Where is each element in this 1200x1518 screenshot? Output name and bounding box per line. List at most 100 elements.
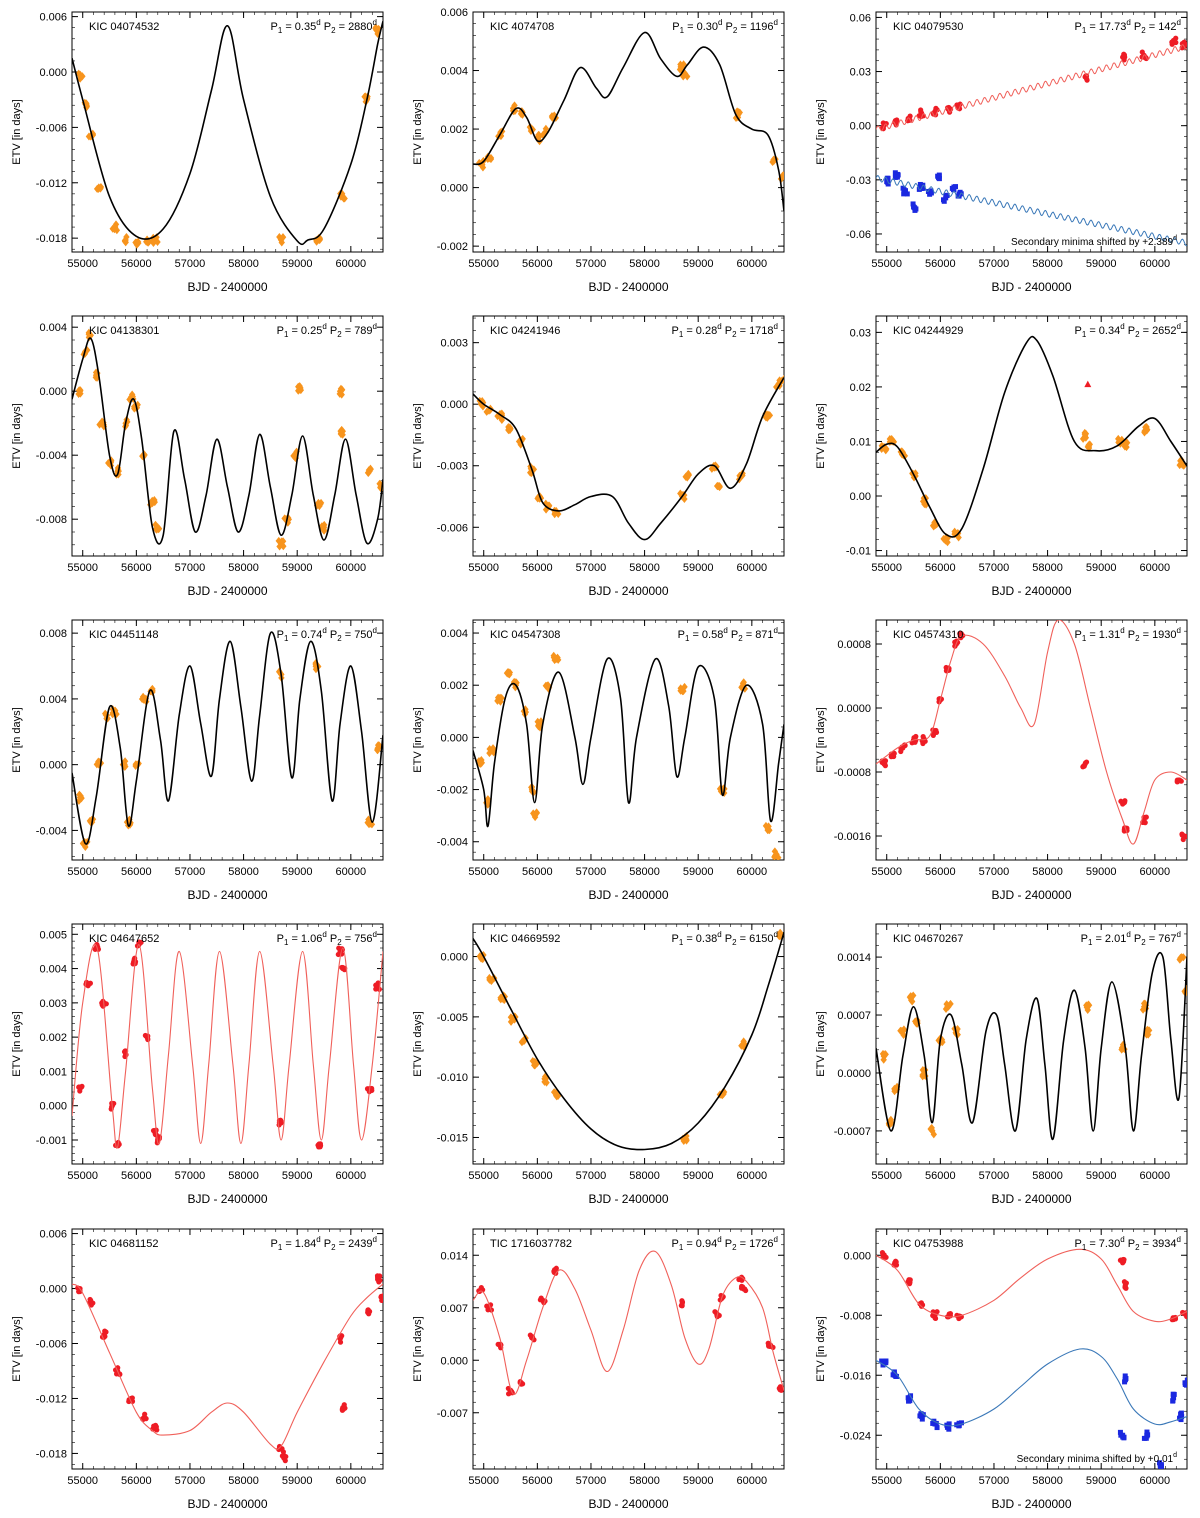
data-point: [942, 1005, 950, 1014]
data-point: [134, 400, 141, 409]
plot-area: [473, 1250, 784, 1397]
x-tick-label: 57000: [979, 562, 1010, 574]
data-point: [904, 191, 910, 197]
data-point: [153, 525, 160, 534]
data-point: [533, 809, 541, 818]
x-tick-label: 60000: [737, 258, 768, 270]
data-point: [490, 745, 497, 754]
plot-area: [876, 35, 1187, 247]
x-tick-label: 56000: [121, 1170, 152, 1182]
data-point: [1121, 51, 1127, 57]
x-tick-label: 60000: [1140, 258, 1171, 270]
y-tick-label: -0.006: [36, 122, 67, 134]
data-point: [279, 233, 287, 242]
data-point: [914, 1016, 921, 1025]
data-point: [553, 1092, 560, 1101]
x-tick-label: 58000: [1032, 1170, 1063, 1182]
data-point: [1121, 1279, 1128, 1285]
data-point: [88, 1302, 94, 1308]
x-tick-label: 58000: [228, 1475, 259, 1487]
x-tick-label: 58000: [1032, 258, 1063, 270]
x-tick-label: 60000: [737, 866, 768, 878]
data-point: [280, 542, 287, 551]
period-label: P1​ = 0.74d​ P2​ = 750d​: [277, 626, 377, 643]
data-point: [93, 373, 101, 382]
data-point: [900, 1030, 907, 1039]
y-tick-label: 0.0000: [837, 703, 871, 715]
data-point: [956, 1422, 962, 1428]
data-point: [957, 630, 963, 637]
data-point: [379, 1297, 383, 1304]
data-point: [555, 510, 562, 519]
x-tick-label: 59000: [1086, 1170, 1117, 1182]
x-tick-label: 56000: [522, 562, 553, 574]
data-point: [911, 204, 917, 210]
y-tick-label: -0.06: [846, 229, 871, 241]
plot-area: [473, 375, 784, 541]
x-axis-label: BJD - 2400000: [187, 1192, 267, 1206]
y-tick-label: -0.015: [437, 1132, 468, 1144]
x-axis-label: BJD - 2400000: [588, 888, 668, 902]
data-point: [934, 1309, 940, 1315]
data-point: [934, 1425, 940, 1431]
x-tick-label: 58000: [629, 1170, 660, 1182]
x-tick-label: 57000: [979, 866, 1010, 878]
plot-frame: [71, 619, 384, 861]
x-tick-label: 59000: [282, 866, 313, 878]
data-point: [898, 1026, 906, 1035]
x-tick-label: 57000: [175, 866, 206, 878]
plot-frame: [472, 923, 785, 1165]
data-point: [534, 717, 541, 726]
y-tick-label: 0.014: [440, 1250, 468, 1262]
data-point: [485, 153, 492, 162]
plot-area: [72, 939, 383, 1150]
data-point: [887, 1115, 895, 1124]
data-point: [132, 955, 138, 961]
data-point: [1085, 441, 1092, 450]
data-point: [376, 479, 383, 488]
data-point: [143, 1416, 149, 1422]
data-point: [681, 682, 688, 691]
data-point: [1143, 814, 1149, 820]
data-point: [921, 500, 928, 509]
data-point: [317, 498, 325, 507]
period-label: P1​ = 0.94d​ P2​ = 1726d​: [671, 1235, 778, 1252]
panel: 55000 56000 57000 58000 59000 60000 0.03 0.02 0.…: [815, 315, 1188, 598]
y-tick-label: 0.006: [39, 1229, 67, 1241]
data-point: [1182, 1380, 1187, 1386]
y-tick-label: 0.007: [440, 1303, 468, 1315]
data-point: [680, 687, 687, 696]
data-point: [894, 1373, 900, 1379]
y-tick-label: 0.004: [39, 322, 67, 334]
plot-frame: [71, 315, 384, 557]
data-point: [1178, 1410, 1184, 1416]
data-point: [942, 536, 949, 545]
y-axis-label: ETV [in days]: [412, 1011, 424, 1076]
y-tick-label: -0.012: [36, 1393, 67, 1405]
data-point: [1122, 1373, 1128, 1379]
data-point: [1082, 429, 1090, 438]
x-axis-label: BJD - 2400000: [588, 1192, 668, 1206]
data-point: [154, 238, 161, 247]
period-label: P1​ = 0.38d​ P2​ = 6150d​: [671, 930, 778, 947]
data-point: [142, 1032, 148, 1039]
y-tick-label: 0.006: [39, 12, 67, 24]
y-axis-label: ETV [in days]: [11, 99, 23, 164]
y-tick-label: -0.002: [437, 785, 468, 797]
data-point: [142, 1411, 148, 1417]
plot-area: [473, 651, 784, 860]
target-id: KIC 04547308: [490, 629, 560, 641]
data-point: [150, 239, 157, 248]
target-id: TIC 1716037782: [490, 1238, 572, 1250]
data-point: [132, 761, 139, 770]
plot-frame: [875, 619, 1188, 861]
data-point: [935, 1036, 942, 1045]
data-point: [1139, 1005, 1147, 1014]
y-tick-label: -0.008: [36, 514, 67, 526]
data-point: [1119, 1040, 1127, 1049]
x-tick-label: 56000: [925, 562, 956, 574]
data-point: [946, 1426, 952, 1432]
plot-frame: [71, 1228, 384, 1470]
data-point: [1170, 1391, 1176, 1397]
